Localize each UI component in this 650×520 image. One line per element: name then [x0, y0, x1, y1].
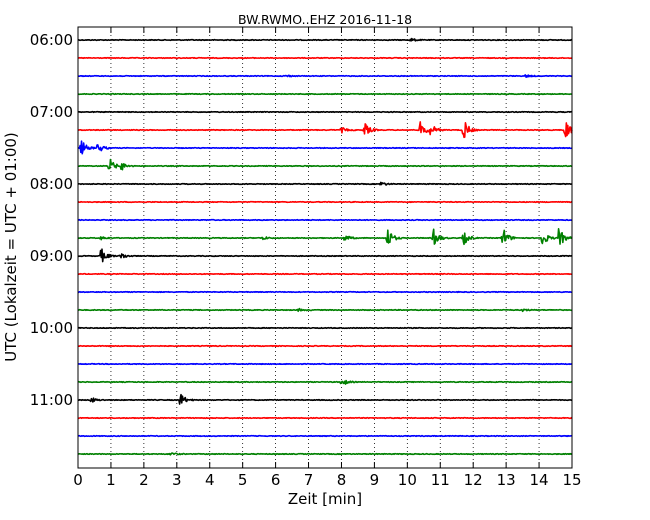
trace-0800 [77, 181, 573, 186]
trace-0830 [77, 218, 573, 222]
x-tick-label: 0 [73, 471, 83, 489]
trace-0915 [77, 272, 573, 276]
trace-1130 [77, 434, 573, 438]
trace-0715 [77, 121, 573, 139]
x-axis-label: Zeit [min] [288, 490, 362, 508]
trace-1115 [77, 416, 573, 420]
trace-1100 [77, 393, 573, 405]
trace-0815 [77, 200, 573, 204]
minute-grid [110, 27, 540, 468]
trace-0630 [77, 74, 573, 79]
trace-0900 [77, 248, 573, 263]
trace-0945 [77, 307, 573, 313]
x-tick-label: 14 [530, 471, 549, 489]
trace-1045 [77, 379, 573, 385]
plot-frame [77, 26, 573, 469]
y-axis-label: UTC (Lokalzeit = UTC + 01:00) [2, 132, 20, 362]
trace-1000 [77, 326, 573, 330]
x-tick-label: 6 [271, 471, 281, 489]
trace-0845 [77, 228, 573, 246]
trace-0930 [77, 290, 573, 294]
y-tick-label: 06:00 [30, 31, 73, 49]
x-tick-label: 3 [172, 471, 182, 489]
chart-title: BW.RWMO..EHZ 2016-11-18 [238, 12, 412, 27]
x-tick-label: 2 [139, 471, 149, 489]
x-tick-label: 1 [106, 471, 116, 489]
trace-1145 [77, 452, 573, 456]
trace-0645 [77, 92, 573, 96]
y-tick-label: 11:00 [30, 391, 73, 409]
trace-1030 [77, 362, 573, 366]
x-tick-label: 13 [497, 471, 516, 489]
trace-0700 [77, 110, 573, 114]
x-tick-label: 10 [398, 471, 417, 489]
x-tick-label: 4 [205, 471, 215, 489]
x-tick-label: 5 [238, 471, 248, 489]
trace-0730 [77, 140, 573, 155]
x-tick-label: 12 [464, 471, 483, 489]
trace-area [77, 37, 573, 456]
x-tick-label: 7 [304, 471, 314, 489]
axis-ticks: 0 1 2 3 4 5 6 7 8 9 10 11 12 13 14 1506:0007:0008:0009:… [30, 27, 582, 489]
trace-0745 [77, 158, 573, 171]
y-tick-label: 08:00 [30, 175, 73, 193]
trace-0615 [77, 56, 573, 60]
y-tick-label: 09:00 [30, 247, 73, 265]
x-tick-label: 11 [431, 471, 450, 489]
x-tick-label: 8 [337, 471, 347, 489]
x-tick-label: 15 [562, 471, 581, 489]
trace-0600 [77, 37, 573, 42]
y-tick-label: 07:00 [30, 103, 73, 121]
trace-1015 [77, 344, 573, 348]
y-tick-label: 10:00 [30, 319, 73, 337]
x-tick-label: 9 [370, 471, 380, 489]
